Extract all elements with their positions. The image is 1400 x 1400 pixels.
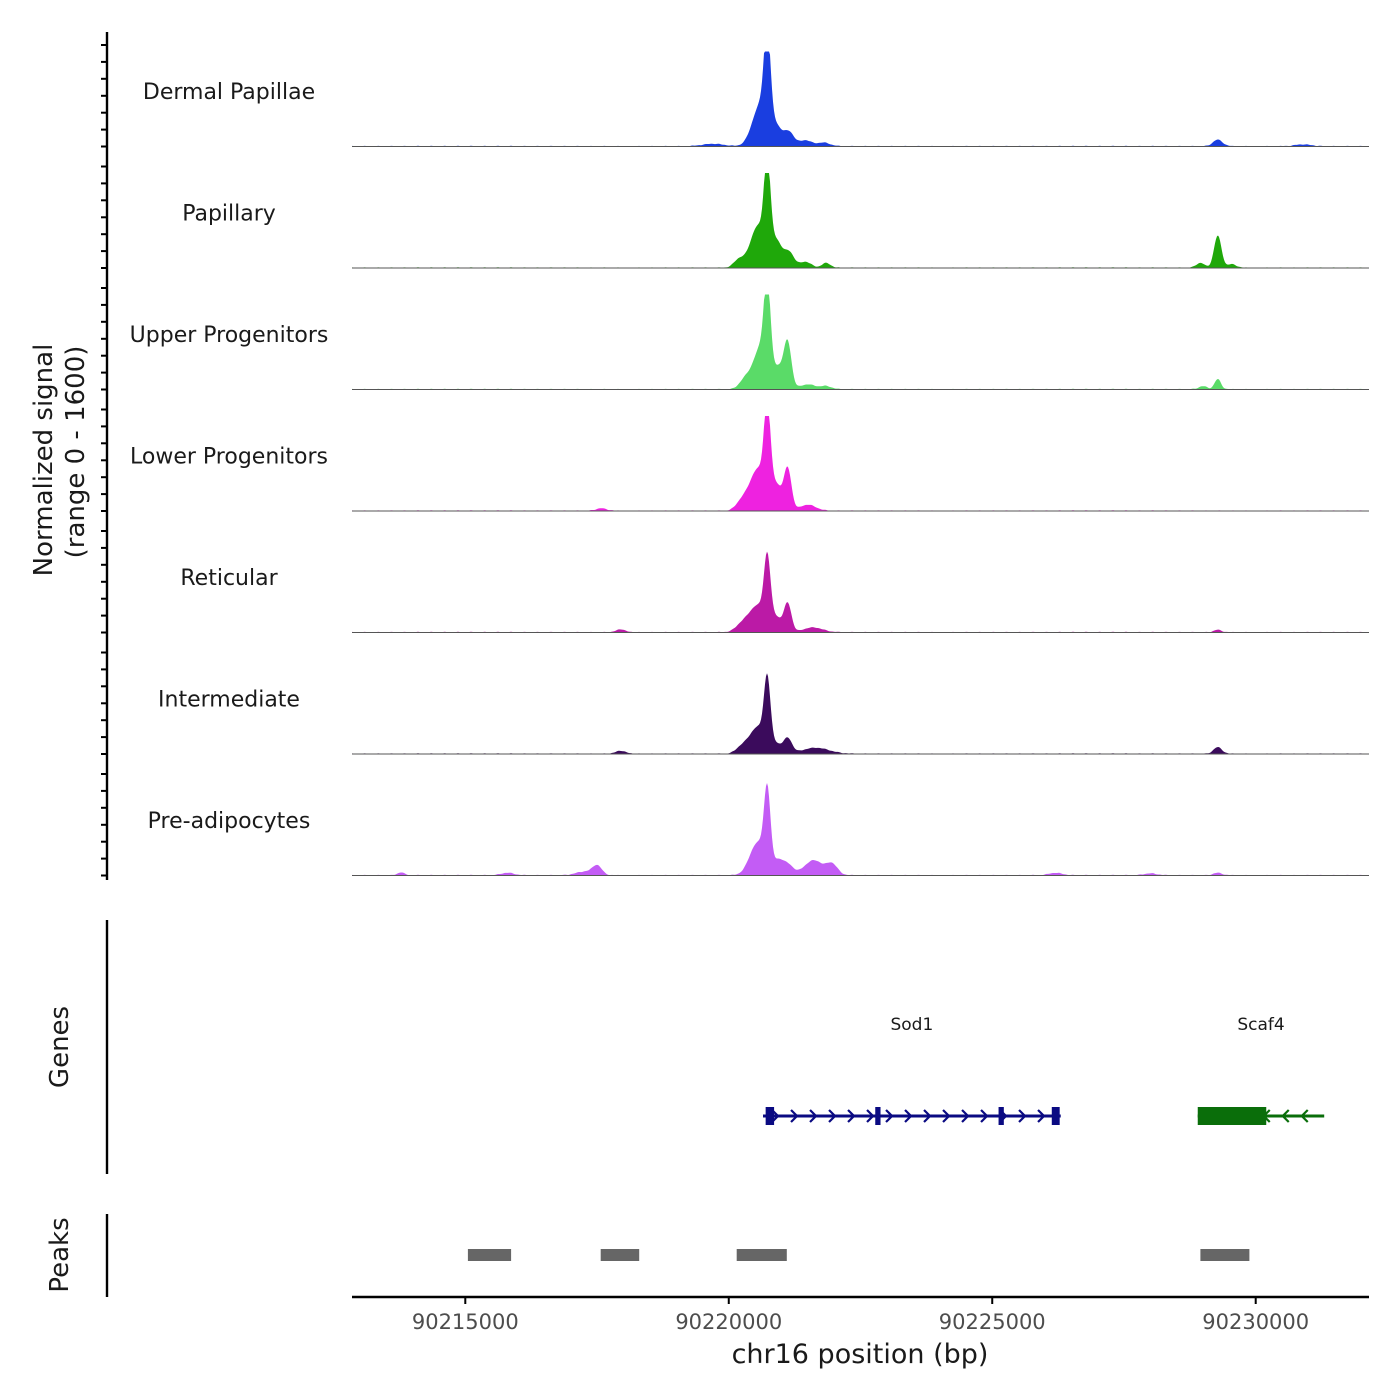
track-reticular: Reticular [180,551,1369,633]
gene-exon [1197,1107,1267,1125]
strand-arrow [885,1109,894,1123]
track-label: Reticular [180,566,278,591]
peak-region [600,1249,640,1261]
track-dermal-papillae: Dermal Papillae [143,51,1369,147]
gene-name-label: Scaf4 [1237,1015,1284,1035]
y-axis-title-line1: Normalized signal [29,344,59,577]
gene-annotations: Sod1 Scaf4 [763,1015,1325,1125]
strand-arrow [790,1109,799,1123]
signal-area [352,416,1369,511]
track-label: Lower Progenitors [130,445,328,470]
x-tick-label: 90225000 [939,1310,1046,1334]
peak-region [1200,1249,1250,1261]
gene-exon [1051,1107,1060,1125]
track-label: Upper Progenitors [130,323,329,348]
x-axis: 90215000 90220000 90225000 90230000 [412,1297,1309,1334]
x-axis-title: chr16 position (bp) [732,1339,989,1370]
gene-sod1: Sod1 [763,1015,1061,1125]
track-lower-progenitors: Lower Progenitors [130,416,1369,512]
strand-arrow [923,1109,932,1123]
signal-area [352,673,1369,754]
peak-region [467,1249,512,1261]
strand-arrow [942,1109,951,1123]
gene-exon [765,1107,775,1125]
signal-axis [101,32,109,880]
strand-arrow [1018,1109,1027,1123]
gene-scaf4: Scaf4 [1197,1015,1325,1125]
x-tick-label: 90220000 [675,1310,782,1334]
strand-arrow [980,1109,989,1123]
strand-arrow [847,1109,856,1123]
strand-arrow [809,1109,818,1123]
x-tick-label: 90215000 [412,1310,519,1334]
strand-arrow [1037,1109,1046,1123]
gene-name-label: Sod1 [890,1015,933,1035]
track-pre-adipocytes: Pre-adipocytes [148,782,1369,876]
genes-panel-title: Genes [45,1006,75,1088]
strand-arrow [904,1109,913,1123]
gene-exon [875,1107,881,1125]
peak-region [736,1249,787,1261]
track-label: Dermal Papillae [143,80,315,105]
strand-arrow [1300,1109,1309,1123]
signal-area [352,51,1369,147]
peaks-panel-title: Peaks [45,1217,75,1292]
x-tick-label: 90230000 [1202,1310,1309,1334]
signal-area [352,551,1369,633]
peak-regions [467,1249,1250,1261]
y-axis-title-line2: (range 0 - 1600) [61,346,91,559]
signal-area [352,173,1369,268]
signal-area [352,782,1369,876]
strand-arrow [866,1109,875,1123]
signal-area [352,294,1369,390]
strand-arrow [961,1109,970,1123]
gene-exon [998,1107,1004,1125]
track-upper-progenitors: Upper Progenitors [130,294,1369,390]
track-intermediate: Intermediate [158,673,1369,755]
strand-arrow [828,1109,837,1123]
track-label: Pre-adipocytes [148,809,311,834]
coverage-tracks: Dermal Papillae Papillary Upper Progenitor… [130,51,1369,876]
strand-arrow [1281,1109,1290,1123]
track-label: Intermediate [158,688,300,713]
track-label: Papillary [182,202,276,227]
track-papillary: Papillary [182,173,1369,269]
